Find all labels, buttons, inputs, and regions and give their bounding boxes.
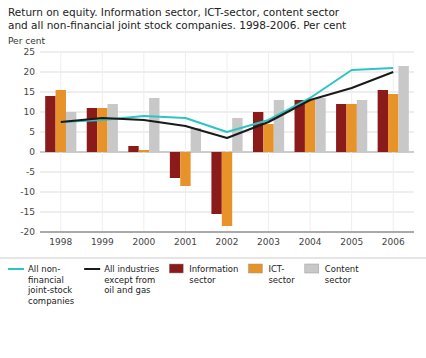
x-tick-label: 2002 bbox=[216, 237, 239, 247]
x-tick-label: 1999 bbox=[91, 237, 114, 247]
bar bbox=[128, 146, 138, 152]
bar bbox=[253, 112, 263, 152]
bar bbox=[66, 112, 76, 152]
y-tick-label: -20 bbox=[20, 227, 35, 237]
y-tick-label: 5 bbox=[29, 127, 35, 137]
line bbox=[61, 68, 393, 132]
legend-label: Contentsector bbox=[325, 264, 359, 285]
x-axis-line bbox=[40, 232, 414, 233]
bar bbox=[170, 152, 180, 178]
bar bbox=[274, 100, 284, 152]
bar bbox=[97, 108, 107, 152]
y-tick-label: 25 bbox=[24, 47, 35, 57]
y-tick-label: -5 bbox=[26, 167, 35, 177]
y-tick-label: 20 bbox=[24, 67, 36, 77]
bar bbox=[139, 150, 149, 152]
bar bbox=[357, 100, 367, 152]
bar bbox=[398, 66, 408, 152]
legend: All non-financialjoint-stockcompanies All… bbox=[0, 258, 426, 306]
chart: Return on equity. Information sector, IC… bbox=[0, 0, 426, 358]
bar bbox=[180, 152, 190, 186]
bar bbox=[336, 104, 346, 152]
line bbox=[61, 72, 393, 138]
y-tick-label: 10 bbox=[24, 107, 36, 117]
x-tick-label: 2003 bbox=[257, 237, 280, 247]
bar bbox=[315, 98, 325, 152]
legend-label: All non-financialjoint-stockcompanies bbox=[27, 264, 75, 306]
x-tick-label: 2001 bbox=[174, 237, 197, 247]
x-tick-label: 2006 bbox=[382, 237, 405, 247]
y-axis-label: Per cent bbox=[8, 36, 45, 46]
bar bbox=[378, 90, 388, 152]
y-grid-line bbox=[40, 232, 414, 233]
legend-swatch bbox=[84, 268, 100, 270]
legend-swatch bbox=[305, 264, 319, 273]
x-tick-label: 2000 bbox=[132, 237, 155, 247]
bar bbox=[108, 104, 118, 152]
bar bbox=[87, 108, 97, 152]
bar bbox=[191, 128, 201, 152]
y-tick-label: -15 bbox=[20, 207, 35, 217]
bar bbox=[149, 98, 159, 152]
x-tick-label: 2005 bbox=[340, 237, 363, 247]
bar bbox=[305, 100, 315, 152]
legend-separator bbox=[0, 258, 426, 259]
bar bbox=[346, 104, 356, 152]
y-tick-label: 0 bbox=[29, 147, 35, 157]
legend-swatch bbox=[248, 264, 262, 273]
bar bbox=[263, 124, 273, 152]
bar bbox=[211, 152, 221, 214]
y-tick-label: 15 bbox=[24, 87, 35, 97]
legend-swatch bbox=[8, 268, 24, 270]
legend-label: All industriesexcept fromoil and gas bbox=[104, 264, 160, 295]
legend-label: Informationsector bbox=[189, 264, 238, 285]
bar bbox=[222, 152, 232, 226]
bar bbox=[45, 96, 55, 152]
grid bbox=[40, 52, 414, 232]
legend-label: ICT-sector bbox=[268, 264, 295, 285]
legend-swatch bbox=[169, 264, 183, 273]
bar bbox=[388, 94, 398, 152]
x-grid-line bbox=[143, 52, 144, 232]
title: Return on equity. Information sector, IC… bbox=[8, 6, 346, 31]
y-tick-label: -10 bbox=[20, 187, 35, 197]
x-grid-line bbox=[185, 52, 186, 232]
x-tick-label: 1998 bbox=[49, 237, 72, 247]
plot-area bbox=[45, 66, 409, 226]
x-tick-label: 2004 bbox=[299, 237, 322, 247]
